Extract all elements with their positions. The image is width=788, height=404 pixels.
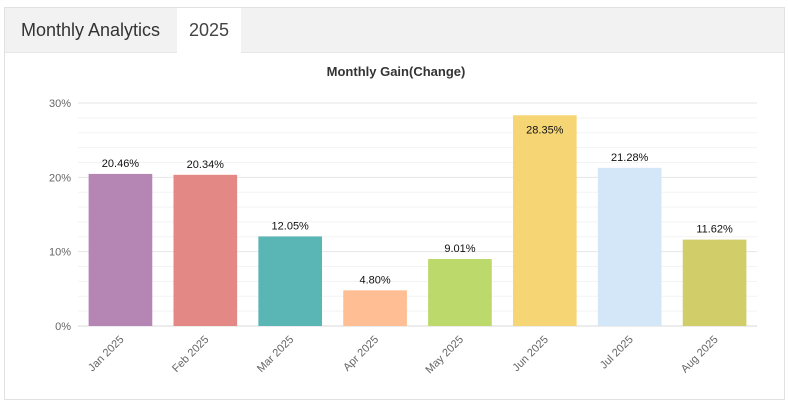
bar[interactable] <box>258 236 323 326</box>
x-tick-label: Mar 2025 <box>255 334 296 375</box>
data-label: 11.62% <box>696 224 733 236</box>
y-tick-label: 10% <box>49 247 71 259</box>
data-label: 21.28% <box>611 152 649 164</box>
x-tick-label: Feb 2025 <box>170 334 211 375</box>
chart-title: Monthly Gain(Change) <box>327 64 466 79</box>
bar[interactable] <box>597 167 662 326</box>
y-tick-label: 0% <box>55 321 71 333</box>
data-label: 20.34% <box>187 159 225 171</box>
bar[interactable] <box>682 239 747 326</box>
bar[interactable] <box>512 115 577 326</box>
tab-year[interactable]: 2025 <box>177 8 241 54</box>
data-label: 4.80% <box>359 274 390 286</box>
data-label: 9.01% <box>444 243 475 255</box>
panel-title: Monthly Analytics <box>21 20 161 40</box>
x-tick-label: Jan 2025 <box>86 334 126 374</box>
data-label: 20.46% <box>102 158 140 170</box>
y-tick-label: 20% <box>49 172 71 184</box>
y-tick-label: 30% <box>49 98 71 110</box>
bar[interactable] <box>428 259 492 326</box>
bar[interactable] <box>343 290 407 326</box>
chart-area: Monthly Gain(Change) 0% 10% 20% 30% 20.46% Jan… <box>5 53 784 399</box>
monthly-gain-chart: Monthly Gain(Change) 0% 10% 20% 30% 20.46% Jan… <box>49 64 757 377</box>
data-label: 28.35% <box>526 124 564 136</box>
x-tick-label: May 2025 <box>423 334 466 377</box>
tab-bar: Monthly Analytics 2025 <box>5 8 784 54</box>
x-tick-label: Jun 2025 <box>510 334 550 374</box>
bar[interactable] <box>173 174 238 326</box>
bar[interactable] <box>88 173 153 326</box>
x-tick-label: Aug 2025 <box>679 334 721 376</box>
analytics-panel: Monthly Analytics 2025 Monthly Gain(Chan… <box>4 7 785 400</box>
data-label: 12.05% <box>272 220 310 232</box>
x-tick-label: Apr 2025 <box>341 334 381 374</box>
x-tick-label: Jul 2025 <box>598 334 636 372</box>
